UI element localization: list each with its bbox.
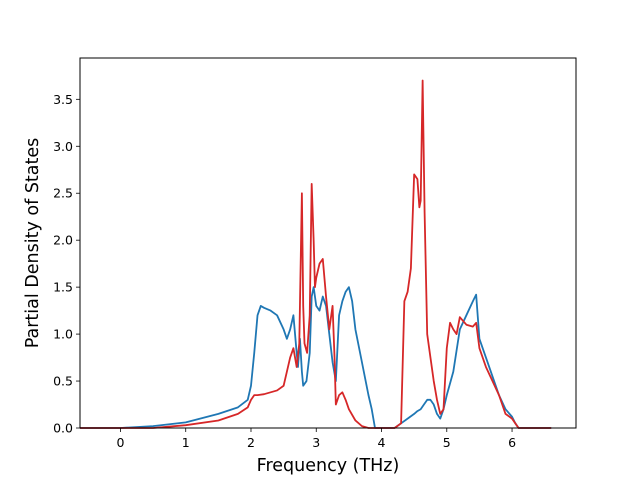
y-tick-label: 1.5 xyxy=(53,280,73,295)
x-tick-label: 0 xyxy=(116,435,124,450)
y-axis-label: Partial Density of States xyxy=(23,138,43,349)
y-tick-label: 3.5 xyxy=(53,92,73,107)
x-tick-label: 2 xyxy=(247,435,255,450)
series-line-2 xyxy=(80,79,552,429)
x-tick-label: 5 xyxy=(443,435,451,450)
y-tick-label: 2.0 xyxy=(53,233,73,248)
y-tick-label: 0.5 xyxy=(53,374,73,389)
y-tick-label: 3.0 xyxy=(53,139,73,154)
series-line-1 xyxy=(80,286,552,429)
y-tick-label: 2.5 xyxy=(53,186,73,201)
x-axis-label: Frequency (THz) xyxy=(257,456,400,476)
y-tick-label: 1.0 xyxy=(53,327,73,342)
x-tick-label: 3 xyxy=(312,435,320,450)
x-tick-label: 6 xyxy=(508,435,516,450)
y-axis-ticks: 0.0 0.5 1.0 1.5 2.0 2.5 3.0 3.5 xyxy=(53,92,80,436)
x-tick-label: 1 xyxy=(182,435,190,450)
y-tick-label: 0.0 xyxy=(53,421,73,436)
x-axis-ticks: 0 1 2 3 4 5 6 xyxy=(116,428,516,450)
series-lines xyxy=(80,79,552,429)
plot-frame xyxy=(79,57,577,429)
x-tick-label: 4 xyxy=(378,435,386,450)
